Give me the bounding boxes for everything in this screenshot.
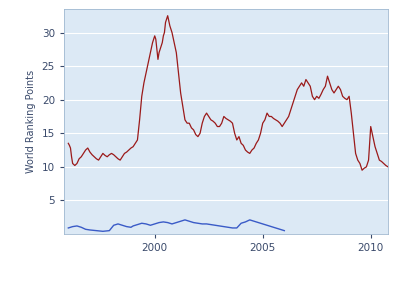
World #1 bbox=[386, 165, 390, 169]
World #1 bbox=[66, 142, 71, 145]
Mathias Gronberg bbox=[182, 218, 187, 222]
Mathias Gronberg bbox=[120, 224, 125, 227]
Mathias Gronberg bbox=[135, 223, 140, 226]
Line: World #1: World #1 bbox=[68, 16, 388, 170]
World #1 bbox=[215, 125, 220, 128]
World #1 bbox=[355, 158, 360, 162]
Line: Mathias Gronberg: Mathias Gronberg bbox=[68, 220, 284, 231]
Legend: Mathias Gronberg, World #1: Mathias Gronberg, World #1 bbox=[112, 295, 340, 300]
World #1 bbox=[165, 14, 170, 17]
World #1 bbox=[351, 131, 356, 135]
Mathias Gronberg bbox=[100, 230, 105, 233]
Mathias Gronberg bbox=[278, 227, 282, 231]
World #1 bbox=[379, 160, 384, 163]
World #1 bbox=[360, 168, 364, 172]
Mathias Gronberg bbox=[282, 229, 287, 232]
Mathias Gronberg bbox=[217, 224, 222, 228]
Y-axis label: World Ranking Points: World Ranking Points bbox=[26, 70, 36, 173]
Mathias Gronberg bbox=[230, 226, 235, 230]
World #1 bbox=[286, 115, 291, 118]
Mathias Gronberg bbox=[139, 221, 144, 225]
Mathias Gronberg bbox=[66, 226, 71, 230]
World #1 bbox=[334, 88, 338, 92]
